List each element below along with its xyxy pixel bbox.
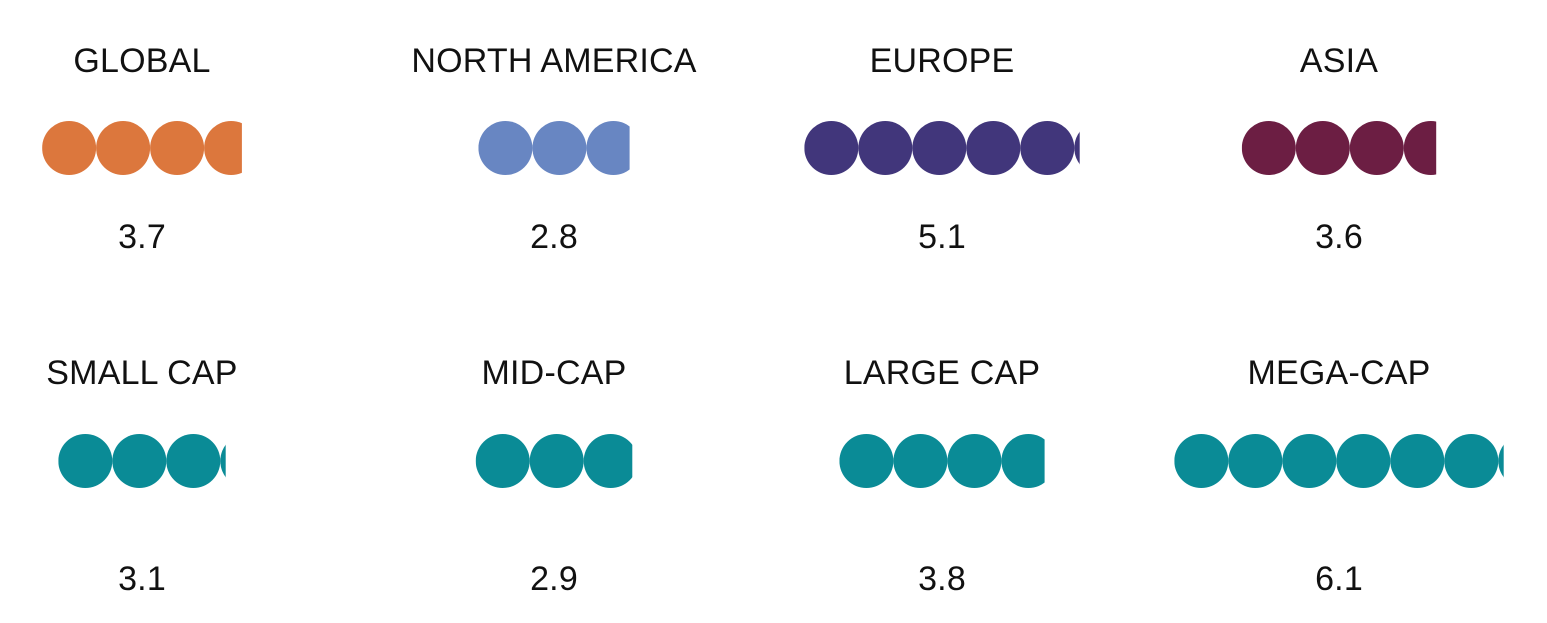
panel-label: NORTH AMERICA — [411, 42, 697, 80]
panel-value: 5.1 — [918, 218, 966, 256]
panel-value: 6.1 — [1315, 560, 1363, 598]
partial-unit-dot — [204, 121, 242, 175]
panel-value: 2.9 — [530, 560, 578, 598]
unit-dot — [1390, 434, 1445, 488]
unit-dot — [858, 121, 913, 175]
panel-value: 2.8 — [530, 218, 578, 256]
panel-value: 3.7 — [118, 218, 166, 256]
panel-label: MID-CAP — [481, 354, 627, 392]
panel-label: ASIA — [1299, 42, 1379, 80]
partial-unit-dot — [1403, 121, 1437, 175]
dot-row — [1174, 434, 1504, 488]
panel-label: EUROPE — [869, 42, 1015, 80]
unit-dot — [1295, 121, 1350, 175]
partial-unit-dot — [1001, 434, 1045, 488]
unit-dot — [1349, 121, 1404, 175]
partial-unit-dot — [220, 444, 226, 478]
unit-dot — [804, 121, 859, 175]
partial-unit-dot — [583, 434, 633, 488]
unit-dot — [475, 434, 530, 488]
unit-dot — [96, 121, 151, 175]
dot-row — [1241, 121, 1437, 175]
panel-label: SMALL CAP — [46, 354, 238, 392]
unit-dot — [1241, 121, 1296, 175]
unit-dot — [532, 121, 587, 175]
panel-label: LARGE CAP — [843, 354, 1041, 392]
panel-value: 3.6 — [1315, 218, 1363, 256]
dot-row — [42, 121, 242, 175]
unit-dot — [966, 121, 1021, 175]
unit-dot — [1228, 434, 1283, 488]
unit-dot — [112, 434, 167, 488]
partial-unit-dot — [1074, 131, 1080, 165]
unit-dot — [947, 434, 1002, 488]
dot-row — [58, 434, 226, 488]
unit-dot — [1444, 434, 1499, 488]
dot-row — [804, 121, 1080, 175]
panel-label: MEGA-CAP — [1247, 354, 1431, 392]
unit-dot — [42, 121, 97, 175]
panel-value: 3.8 — [918, 560, 966, 598]
unit-dot — [58, 434, 113, 488]
unit-dot — [1282, 434, 1337, 488]
panel-value: 3.1 — [118, 560, 166, 598]
dot-row — [478, 121, 630, 175]
unit-dot — [1336, 434, 1391, 488]
unit-dot — [529, 434, 584, 488]
unit-dot — [1020, 121, 1075, 175]
unit-dot — [1174, 434, 1229, 488]
dot-row — [475, 434, 633, 488]
unit-dot — [166, 434, 221, 488]
partial-unit-dot — [1498, 444, 1504, 478]
unit-dot — [839, 434, 894, 488]
unit-dot — [478, 121, 533, 175]
dot-row — [839, 434, 1045, 488]
partial-unit-dot — [586, 121, 630, 175]
panel-label: GLOBAL — [73, 42, 211, 80]
unit-dot — [912, 121, 967, 175]
unit-dot — [893, 434, 948, 488]
unit-dot — [150, 121, 205, 175]
